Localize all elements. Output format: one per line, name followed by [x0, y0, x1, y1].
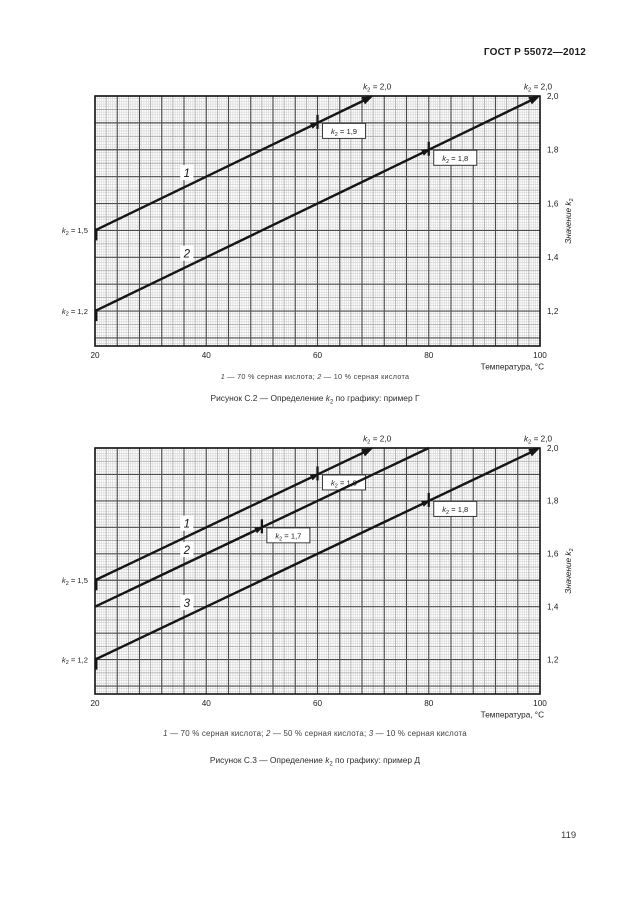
figure-c2-caption: Рисунок С.2 — Определение k2 по графику:… [0, 393, 630, 406]
line-start-tick [94, 228, 98, 241]
line-number-label: 2 [183, 545, 191, 557]
arrowhead [528, 96, 540, 105]
mark-label-box [322, 122, 366, 139]
legend-entry-number: 3 [368, 729, 374, 738]
y-tick-label: 1,2 [547, 307, 559, 316]
caption-prefix: Рисунок С.3 — Определение [209, 755, 326, 765]
plot-frame [94, 95, 541, 347]
series-line-1 [94, 449, 369, 582]
legend-separator: ; [312, 372, 318, 381]
line-end-value-label: k2 = 2,0 [363, 83, 392, 94]
x-axis-title: Температура, °С [481, 363, 544, 372]
x-tick-label: 40 [202, 351, 212, 360]
line-number-halo [180, 515, 194, 531]
x-tick-label: 20 [90, 699, 100, 708]
y-tick-label: 1,4 [547, 253, 559, 262]
legend-separator: ; [261, 729, 266, 738]
grid-bold [94, 447, 541, 694]
y-axis-title: Значение k2 [564, 548, 575, 594]
legend-entry-number: 1 [220, 372, 225, 381]
x-tick-label: 80 [424, 351, 434, 360]
legend-entry-text: — 10 % серная кислота [321, 372, 410, 381]
arrowhead [361, 448, 374, 457]
k2-subscript: 2 [329, 761, 333, 768]
mark-label-box [322, 474, 366, 491]
y-axis-title: Значение k2 [564, 198, 575, 244]
series-line-3 [94, 449, 536, 661]
document-header: ГОСТ Р 55072—2012 [483, 47, 586, 58]
x-axis-title: Температура, °С [481, 711, 544, 720]
line-start-tick [94, 657, 98, 670]
figure-c2-legend: 1 — 70 % серная кислота; 2 — 10 % серная… [0, 372, 630, 381]
arrowhead [361, 96, 374, 105]
line-start-value-label: k2 = 1,2 [62, 307, 88, 318]
legend-entry-text: — 10 % серная кислота [373, 729, 467, 738]
legend-entry-number: 2 [317, 372, 322, 381]
mark-label-box [266, 527, 311, 544]
line-end-value-label: k2 = 2,0 [524, 83, 553, 94]
x-tick-label: 80 [424, 699, 434, 708]
x-tick-label: 60 [313, 699, 323, 708]
mark-label: k2 = 1,9 [331, 127, 357, 138]
y-tick-label: 2,0 [547, 444, 559, 453]
line-start-value-label: k2 = 1,5 [62, 226, 88, 237]
line-number-halo [180, 594, 194, 610]
figure-c3-legend: 1 — 70 % серная кислота; 2 — 50 % серная… [0, 729, 630, 738]
x-tick-label: 40 [202, 699, 212, 708]
caption-prefix: Рисунок С.2 — Определение [210, 393, 326, 403]
k2-symbol: k [325, 393, 330, 403]
x-tick-label: 60 [313, 351, 323, 360]
line-start-value-label: k2 = 1,5 [62, 576, 88, 587]
line-start-tick [94, 309, 98, 322]
line-start-value-label: k2 = 1,2 [62, 655, 88, 666]
line-number-label: 3 [184, 598, 191, 610]
line-number-halo [180, 245, 194, 261]
figure-c3-caption: Рисунок С.3 — Определение k2 по графику:… [0, 755, 630, 768]
x-tick-label: 20 [90, 351, 100, 360]
legend-entry-text: — 50 % серная кислота [270, 729, 364, 738]
x-tick-label: 100 [533, 351, 547, 360]
line-number-halo [180, 542, 194, 558]
mark-label: k2 = 1,7 [275, 532, 301, 543]
mark-label-box [433, 149, 478, 166]
arrowhead [528, 448, 540, 457]
line-number-label: 2 [183, 249, 191, 261]
y-tick-label: 1,8 [547, 146, 559, 155]
grid-bold [94, 95, 541, 346]
x-tick-label: 100 [533, 699, 547, 708]
y-tick-label: 1,8 [547, 497, 559, 506]
legend-entry-number: 2 [265, 729, 271, 738]
legend-separator: ; [364, 729, 369, 738]
y-tick-label: 2,0 [547, 92, 559, 101]
k2-symbol: k [325, 755, 330, 765]
series-line-1 [94, 97, 369, 232]
y-tick-label: 1,6 [547, 550, 559, 559]
line-number-label: 1 [184, 519, 190, 531]
y-tick-label: 1,4 [547, 603, 559, 612]
mark-label: k2 = 1,8 [442, 154, 468, 165]
figure-c2-chart: 20 40 60 80 100 Температура, °С 2,0 1,8 1,6 1,4 1,… [62, 83, 575, 372]
page-number: 119 [561, 830, 577, 841]
line-start-tick [94, 578, 98, 591]
line-number-label: 1 [184, 168, 190, 180]
y-tick-label: 1,2 [547, 655, 559, 664]
k2-subscript: 2 [329, 399, 334, 406]
legend-entry-text: — 70 % серная кислота [225, 372, 313, 381]
line-end-value-label: k2 = 2,0 [363, 435, 392, 446]
line-end-value-label: k2 = 2,0 [524, 435, 553, 446]
legend-entry-text: — 70 % серная кислота [167, 729, 262, 738]
y-tick-label: 1,6 [547, 199, 559, 208]
mark-label: k2 = 1,8 [442, 505, 468, 516]
caption-suffix: по графику: пример Д [332, 755, 421, 765]
figure-c3-chart: 20 40 60 80 100 Температура, °С 2,0 1,8 1,6 1,4 1,… [62, 435, 575, 720]
mark-label: k2 = 1,9 [331, 479, 357, 490]
series-line-2 [94, 97, 536, 313]
line-number-halo [180, 165, 194, 181]
caption-suffix: по графику: пример Г [333, 393, 420, 403]
plot-frame [94, 447, 541, 695]
mark-label-box [433, 500, 478, 517]
legend-entry-number: 1 [163, 729, 168, 738]
